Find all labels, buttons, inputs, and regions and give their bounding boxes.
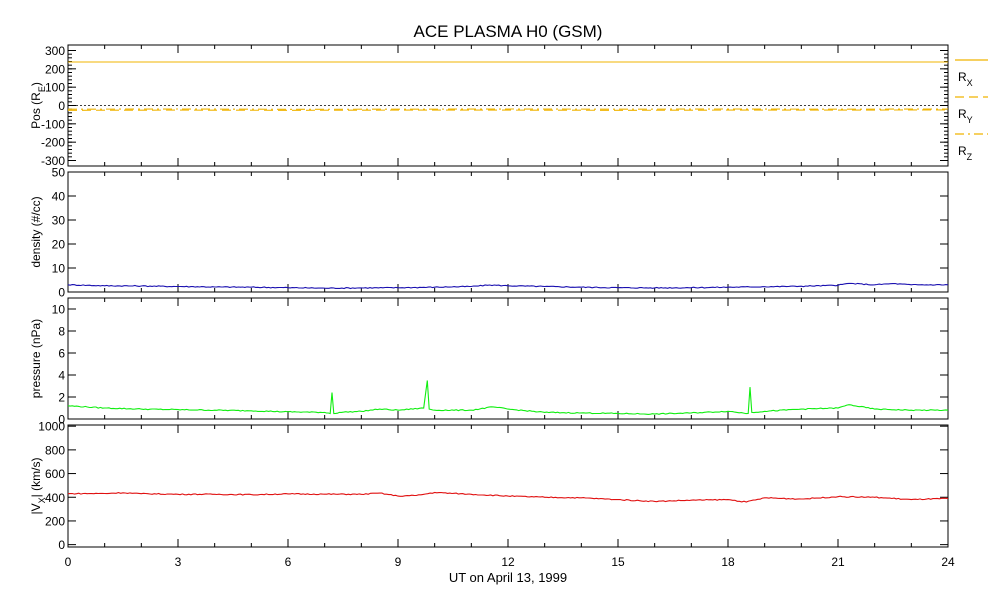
x-tick-label: 12 [501,555,515,569]
x-tick-label: 3 [175,555,182,569]
x-tick-label: 15 [611,555,625,569]
panel-1: 300 200 100 0 -100 -200 -300 Pos (RE) [29,44,949,168]
legend-label: RY [958,107,973,125]
y-tick-label: 300 [45,44,65,58]
y-axis-label: pressure (nPa) [29,319,43,398]
y-axis-label: |VX| (km/s) [29,458,47,515]
panel-4: 1000 800 600 400 200 0 |VX| (km/s) [29,420,949,552]
x-tick-label: 6 [285,555,292,569]
y-axis-label: density (#/cc) [29,196,43,267]
panel-frame [67,171,949,293]
y-tick-label: 200 [45,514,65,528]
legend-label: RZ [958,144,973,162]
y-tick-label: 800 [45,443,65,457]
panel-3: 10 8 6 4 2 0 pressure (nPa) [29,297,949,427]
chart-title: ACE PLASMA H0 (GSM) [414,22,603,41]
panel-frame [67,424,949,548]
y-tick-label: 4 [58,369,65,383]
y-tick-label: 8 [58,325,65,339]
y-tick-label: 2 [58,391,65,405]
y-tick-label: -200 [41,136,65,150]
y-tick-label: 0 [58,99,65,113]
y-tick-label: 400 [45,491,65,505]
series-line-panel-3 [68,380,948,415]
x-tick-label: 18 [721,555,735,569]
y-tick-label: 600 [45,467,65,481]
y-tick-label: 0 [58,286,65,300]
y-tick-label: 40 [52,190,66,204]
x-axis: 0 3 6 9 12 15 18 21 24 [65,555,955,569]
chart-legend: RX RY RZ [955,59,988,162]
y-tick-label: 10 [52,262,66,276]
y-tick-label: 100 [45,81,65,95]
y-axis-label: Pos (RE) [29,82,47,129]
y-tick-label: 10 [52,303,66,317]
y-tick-label: 0 [58,538,65,552]
legend-label: RX [958,70,973,88]
y-tick-label: 30 [52,214,66,228]
y-tick-label: 1000 [38,420,65,434]
x-axis-label: UT on April 13, 1999 [449,570,567,585]
y-tick-label: 6 [58,347,65,361]
y-tick-label: 200 [45,62,65,76]
x-tick-label: 0 [65,555,72,569]
y-tick-label: -100 [41,117,65,131]
series-line-panel-4 [68,491,948,503]
panel-frame [67,297,949,420]
x-tick-label: 9 [395,555,402,569]
x-tick-label: 24 [941,555,955,569]
y-tick-label: 0 [58,413,65,427]
y-tick-label: 20 [52,238,66,252]
y-tick-label: -300 [41,154,65,168]
series-line-panel-2 [68,282,948,290]
panel-2: 50 40 30 20 10 0 density (#/cc) [29,166,949,300]
y-tick-label: 50 [52,166,66,180]
x-tick-label: 21 [831,555,845,569]
